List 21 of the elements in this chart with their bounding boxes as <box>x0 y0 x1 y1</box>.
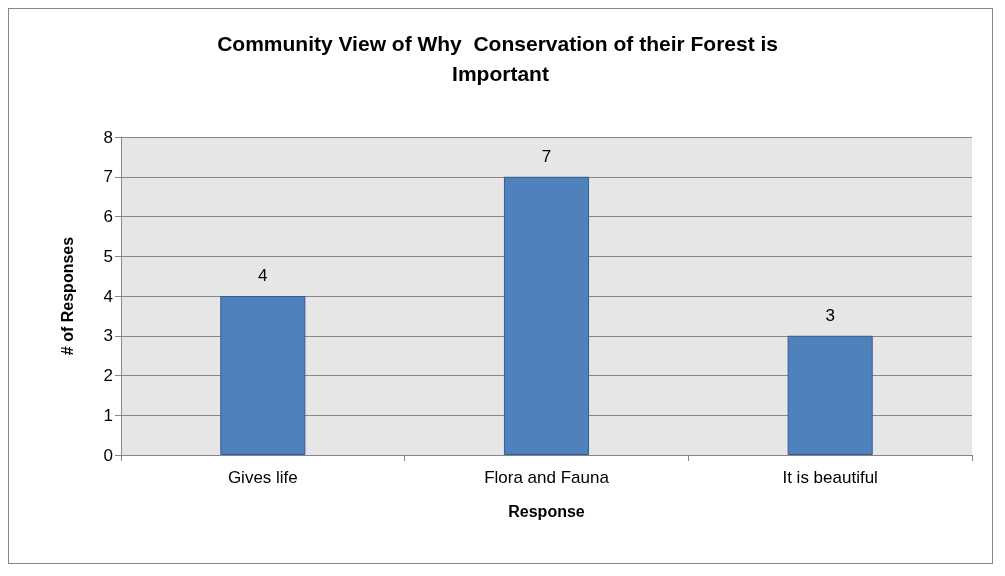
bar <box>787 335 873 455</box>
y-tick-label: 0 <box>103 445 113 465</box>
data-label: 4 <box>258 266 268 285</box>
y-tick-label: 8 <box>103 127 113 147</box>
y-tick-label: 1 <box>103 405 113 425</box>
x-tick-label: Flora and Fauna <box>484 468 610 487</box>
x-tick-label: Gives life <box>227 468 298 487</box>
data-label: 3 <box>825 305 835 325</box>
y-tick-label: 2 <box>103 366 113 385</box>
data-label: 7 <box>541 146 552 166</box>
y-tick-label: 6 <box>103 207 113 226</box>
y-tick-label: 7 <box>103 167 113 187</box>
y-tick-label: 5 <box>103 246 113 266</box>
y-tick-label: 3 <box>103 326 113 346</box>
bar <box>220 296 306 455</box>
x-axis-title: Response <box>508 502 585 520</box>
x-tick-label: It is beautiful <box>782 468 878 487</box>
chart-title: Community View of Why Conservation of their Forest is Important <box>217 31 784 85</box>
bar <box>503 176 590 455</box>
y-tick-label: 4 <box>103 286 113 306</box>
y-axis-title: # of Responses <box>58 236 76 356</box>
